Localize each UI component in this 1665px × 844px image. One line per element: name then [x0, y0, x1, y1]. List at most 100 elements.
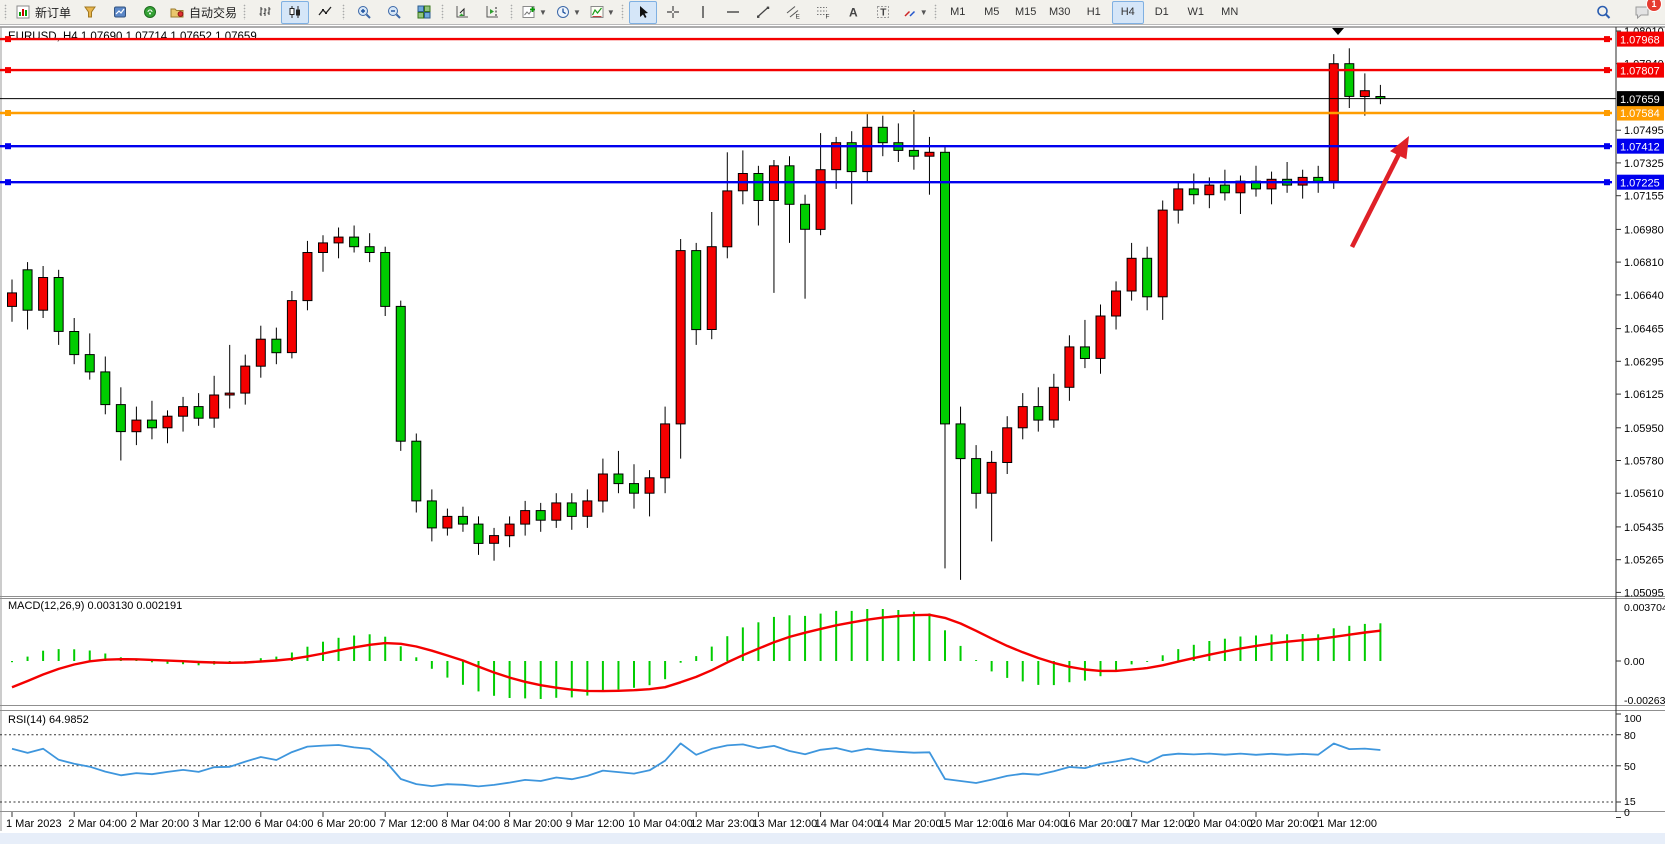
candle-body	[1266, 178, 1277, 190]
candle-body	[566, 502, 577, 517]
candle-body	[1157, 209, 1168, 298]
gold-app-button[interactable]	[76, 1, 104, 24]
current-price-badge-value: 1.07659	[1620, 94, 1660, 106]
hline-handle[interactable]	[1604, 179, 1610, 186]
indicators-button[interactable]: ▼	[518, 1, 550, 24]
time-tick-label: 16 Mar 20:00	[1063, 818, 1128, 830]
candle-body	[520, 510, 531, 525]
label-t-button[interactable]: T	[869, 1, 897, 24]
channel-button[interactable]: E	[779, 1, 807, 24]
trend-arrow-head[interactable]	[1390, 136, 1409, 160]
timeframe-MN-button[interactable]: MN	[1221, 6, 1239, 18]
candle-body	[395, 305, 406, 442]
candle-body	[7, 292, 17, 307]
text-a-button[interactable]: A	[839, 1, 867, 24]
chat-button[interactable]: 1	[1628, 0, 1662, 24]
rsi-axis-label: 15	[1624, 796, 1636, 808]
hline-handle[interactable]	[5, 179, 11, 186]
toolbar-grip[interactable]	[510, 4, 514, 20]
hline-handle[interactable]	[1604, 36, 1610, 43]
timeframe-M1-button[interactable]: M1	[950, 6, 966, 18]
price-tick-label: 1.05950	[1624, 423, 1664, 435]
toolbar-grip[interactable]	[441, 4, 445, 20]
candle-body	[1079, 346, 1090, 359]
timeframe-H1-button[interactable]: H1	[1086, 6, 1101, 18]
svg-text:F: F	[825, 14, 829, 21]
line-chart-button[interactable]	[311, 1, 339, 24]
candle-body	[1064, 346, 1075, 388]
timeframe-M5-button[interactable]: M5	[984, 6, 1000, 18]
candle-body	[784, 165, 795, 205]
candle-body	[597, 473, 608, 502]
candle-body	[1048, 386, 1059, 421]
candle-body	[706, 246, 717, 330]
hline-handle[interactable]	[5, 110, 11, 116]
zoom-out-button[interactable]	[380, 1, 408, 24]
cursor-button[interactable]	[628, 0, 657, 24]
time-tick-label: 14 Mar 04:00	[815, 818, 880, 830]
zoom-in-button[interactable]	[350, 1, 378, 24]
candle-body	[1095, 315, 1106, 359]
candle-body	[146, 419, 157, 429]
timeframe-M15-button[interactable]: M15	[1015, 6, 1037, 18]
hline-handle[interactable]	[5, 67, 11, 74]
hline-handle[interactable]	[1604, 67, 1610, 74]
candles-button[interactable]	[281, 0, 310, 24]
time-tick-label: 8 Mar 20:00	[504, 818, 563, 830]
toolbar-grip[interactable]	[4, 4, 7, 20]
hline-handle[interactable]	[5, 143, 11, 150]
candle-body	[411, 440, 422, 502]
templates-button[interactable]: ▼	[586, 1, 618, 24]
crosshair-button[interactable]	[659, 1, 687, 24]
vline-button[interactable]	[689, 1, 717, 24]
candle-body	[489, 535, 500, 544]
hline-button[interactable]	[719, 1, 747, 24]
toolbar-grip[interactable]	[342, 4, 346, 20]
candle-body	[613, 473, 624, 485]
time-tick-label: 21 Mar 12:00	[1312, 818, 1377, 830]
hline-handle[interactable]	[1604, 143, 1610, 150]
trendline-button[interactable]	[749, 1, 777, 24]
toolbar-grip[interactable]	[620, 4, 624, 20]
candle-body	[426, 500, 437, 529]
candle-body	[1017, 406, 1028, 429]
timeframe-D1-button[interactable]: D1	[1154, 6, 1169, 18]
timeframe-H4-button[interactable]: H4	[1111, 0, 1144, 24]
time-tick-label: 6 Mar 04:00	[255, 818, 314, 830]
rsi-axis-label: 0	[1624, 807, 1630, 819]
toolbar-group-tools: E F A T ▼	[619, 0, 932, 24]
toolbar-grip[interactable]	[933, 4, 937, 20]
candle-body	[846, 142, 857, 173]
new-order-button[interactable]: 新订单	[12, 1, 74, 24]
bars-button[interactable]	[251, 1, 279, 24]
auto-scroll-button[interactable]	[449, 1, 477, 24]
candle-body	[69, 331, 80, 356]
fibo-button[interactable]: F	[809, 1, 837, 24]
autotrade-label: 自动交易	[189, 5, 238, 20]
time-tick-label: 1 Mar 2023	[6, 818, 62, 830]
timeframe-W1-button[interactable]: W1	[1187, 6, 1204, 18]
arrows-button[interactable]: ▼	[899, 1, 931, 24]
chart-shift-button[interactable]	[479, 1, 507, 24]
price-tick-label: 1.07155	[1624, 191, 1664, 203]
chart-title: EURUSD, H4 1.07690 1.07714 1.07652 1.076…	[8, 31, 257, 43]
hline-handle[interactable]	[5, 36, 11, 43]
candle-body	[815, 169, 826, 230]
chart-shift-marker[interactable]	[1332, 28, 1344, 35]
timeframe-M30-button[interactable]: M30	[1049, 6, 1071, 18]
search-button[interactable]	[1589, 1, 1617, 24]
blue-app-button[interactable]	[106, 1, 134, 24]
price-tick-label: 1.05095	[1624, 587, 1664, 599]
hline-handle[interactable]	[1604, 110, 1610, 116]
periods-button[interactable]: ▼	[552, 1, 584, 24]
chevron-down-icon: ▼	[539, 7, 547, 17]
autotrade-button[interactable]: 自动交易	[166, 1, 240, 24]
tile-windows-button[interactable]	[410, 1, 438, 24]
trend-arrow-shaft[interactable]	[1349, 152, 1402, 249]
gold-app-icon	[84, 6, 96, 18]
rsi-line	[11, 742, 1381, 788]
radar-button[interactable]	[136, 1, 164, 24]
candle-body	[457, 515, 468, 525]
toolbar-grip[interactable]	[243, 4, 247, 20]
